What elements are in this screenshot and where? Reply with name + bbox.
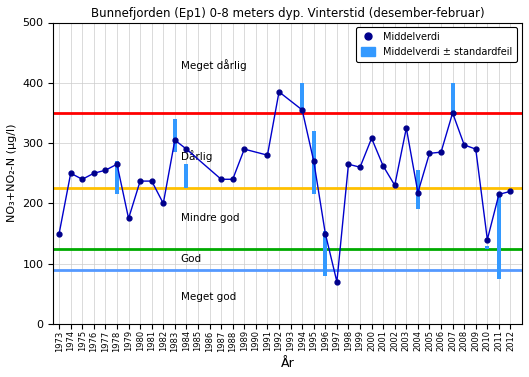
Text: Meget dårlig: Meget dårlig: [180, 59, 247, 70]
Bar: [485, 245, 489, 248]
X-axis label: År: År: [281, 357, 295, 370]
Bar: [323, 230, 327, 276]
Bar: [416, 170, 420, 210]
Bar: [451, 83, 454, 116]
Text: Meget god: Meget god: [180, 292, 236, 302]
Bar: [497, 195, 501, 279]
Legend: Middelverdi, Middelverdi ± standardfeil: Middelverdi, Middelverdi ± standardfeil: [356, 28, 517, 62]
Text: Mindre god: Mindre god: [180, 213, 239, 224]
Bar: [300, 83, 304, 113]
Bar: [173, 119, 177, 152]
Bar: [115, 161, 119, 195]
Bar: [185, 164, 188, 188]
Text: Dårlig: Dårlig: [180, 150, 212, 162]
Text: God: God: [180, 254, 202, 265]
Title: Bunnefjorden (Ep1) 0-8 meters dyp. Vinterstid (desember-februar): Bunnefjorden (Ep1) 0-8 meters dyp. Vinte…: [91, 7, 485, 20]
Y-axis label: NO₃+NO₂-N (µg/l): NO₃+NO₂-N (µg/l): [7, 124, 17, 222]
Bar: [312, 131, 316, 195]
